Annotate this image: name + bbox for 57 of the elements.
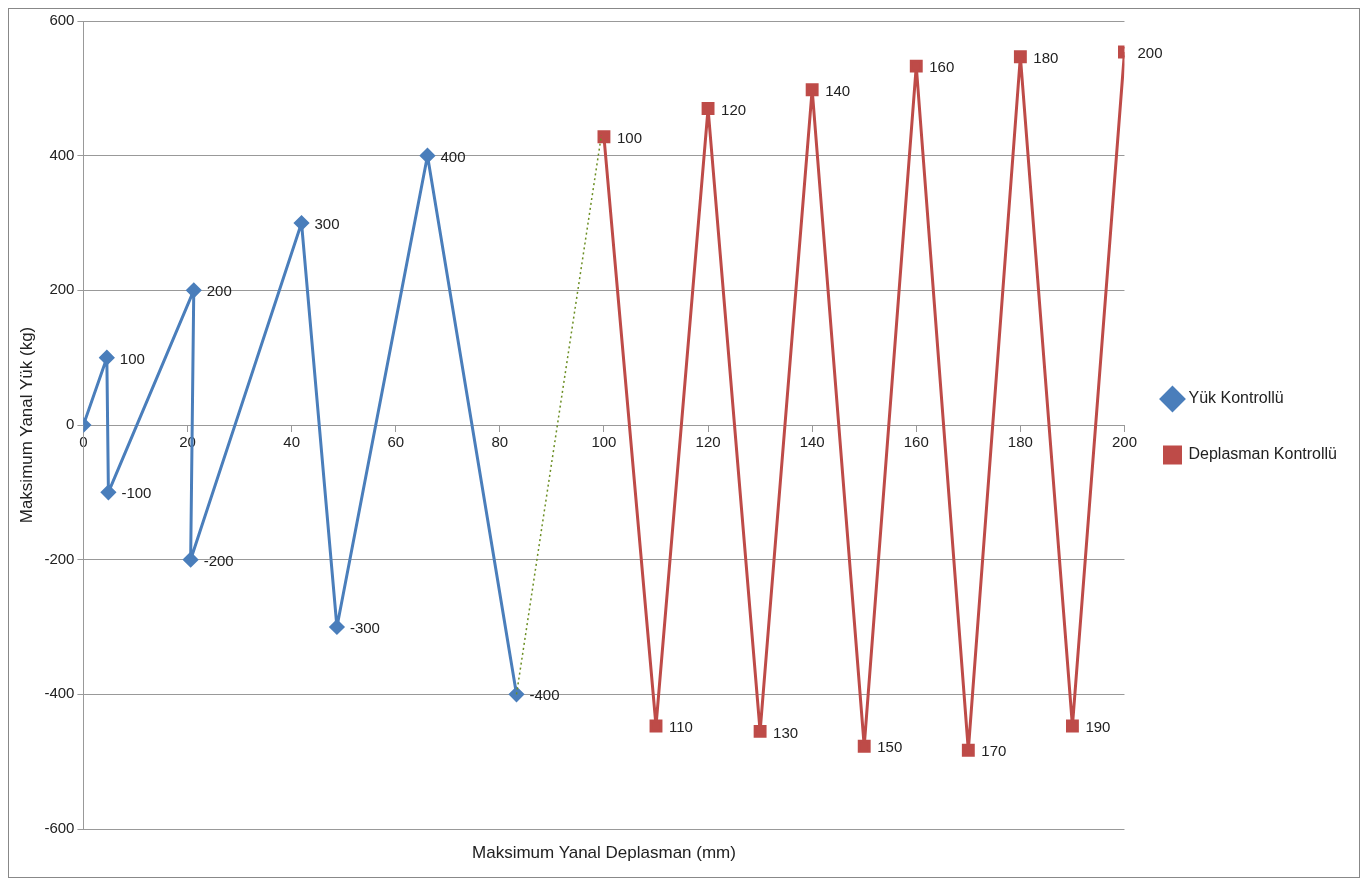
point	[509, 686, 524, 702]
legend-label: Deplasman Kontrollü	[1188, 445, 1338, 463]
annotation: 200	[1137, 44, 1163, 62]
point	[419, 148, 435, 164]
y-tick-label: -600	[44, 819, 75, 837]
data-label: 100	[119, 349, 145, 367]
point	[857, 739, 871, 753]
point	[294, 215, 310, 231]
data-label: -400	[529, 686, 560, 704]
y-tick-label: 200	[49, 280, 75, 298]
point	[100, 484, 116, 500]
y-tick-label: 400	[49, 145, 75, 163]
data-label: 300	[314, 215, 340, 233]
point	[597, 130, 611, 144]
annotation: 150	[877, 738, 903, 756]
y-axis-title: Maksimum Yanal Yük (kg)	[16, 326, 36, 524]
x-tick-label: 160	[903, 433, 929, 451]
x-tick-label: 80	[491, 433, 509, 451]
point	[701, 102, 715, 115]
point	[1013, 50, 1027, 64]
point	[99, 350, 115, 366]
annotation: 170	[981, 742, 1007, 760]
point	[909, 59, 923, 73]
annotation: 180	[1033, 48, 1059, 66]
x-tick-label: 180	[1007, 433, 1033, 451]
x-tick-label: 100	[591, 433, 617, 451]
y-tick-label: 600	[49, 11, 75, 29]
annotation: 110	[669, 718, 693, 736]
data-label: -200	[203, 551, 234, 569]
x-axis-title: Maksimum Yanal Deplasman (mm)	[471, 843, 737, 863]
x-tick-label: 60	[387, 433, 405, 451]
x-tick-label: 200	[1111, 433, 1137, 451]
point	[183, 552, 199, 568]
y-tick-label: -400	[44, 684, 75, 702]
x-tick-label: 140	[799, 433, 825, 451]
point	[805, 83, 819, 97]
point	[186, 282, 202, 298]
point	[1065, 719, 1079, 733]
point	[961, 743, 975, 757]
point	[753, 724, 767, 738]
data-label: -100	[121, 484, 152, 502]
y-tick-label: -200	[44, 549, 75, 567]
x-tick-label: 120	[695, 433, 721, 451]
annotation: 120	[721, 100, 747, 118]
legend-label: Yük Kontrollü	[1188, 389, 1284, 407]
annotation: 190	[1085, 718, 1111, 736]
data-label: 400	[440, 147, 466, 165]
point	[649, 719, 663, 733]
annotation: 160	[929, 58, 955, 76]
annotation: 130	[773, 723, 799, 741]
data-label: -300	[349, 619, 380, 637]
annotation: 100	[616, 128, 642, 146]
point	[329, 619, 345, 635]
x-tick-label: 40	[283, 433, 300, 451]
y-tick-label: 0	[66, 415, 75, 433]
annotation: 140	[825, 81, 851, 99]
data-label: 200	[206, 282, 232, 300]
